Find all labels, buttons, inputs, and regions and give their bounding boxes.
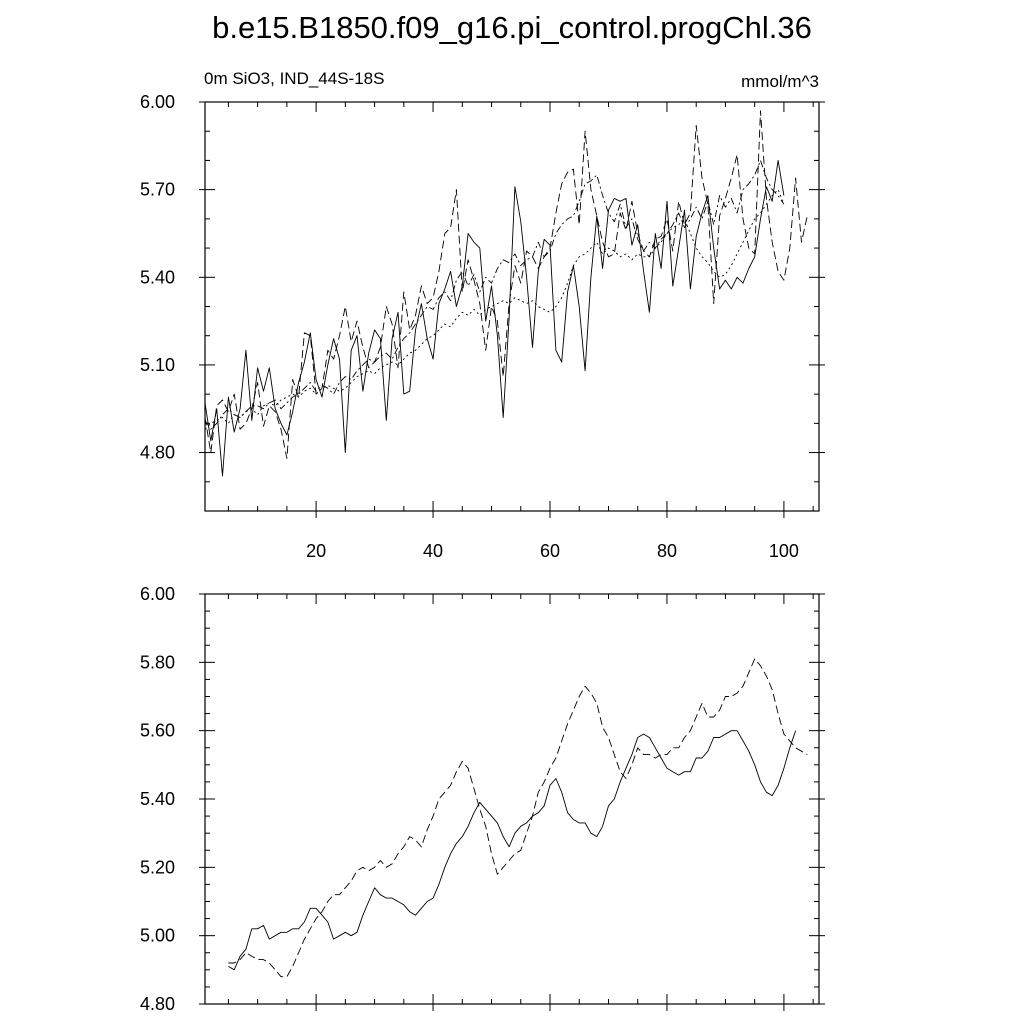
top-panel-right-label: mmol/m^3 <box>741 72 819 91</box>
top-panel-y-tick-label: 5.70 <box>140 180 175 200</box>
top-panel-series-dotted <box>204 189 785 430</box>
top-panel: 0m SiO3, IND_44S-18S mmol/m^3 4.80 5.10 5.… <box>140 69 825 561</box>
top-panel-tick-labels: 4.80 5.10 5.40 5.70 6.00 20 40 60 80 100 <box>140 92 799 561</box>
top-panel-y-tick-label: 6.00 <box>140 92 175 112</box>
top-panel-x-tick-label: 100 <box>769 541 799 561</box>
top-panel-x-tick-label: 20 <box>306 541 326 561</box>
top-panel-x-tick-label: 60 <box>540 541 560 561</box>
bottom-panel-y-tick-label: 5.00 <box>140 926 175 946</box>
top-panel-frame <box>204 101 820 512</box>
bottom-panel-y-tick-label: 4.80 <box>140 994 175 1014</box>
top-panel-lines <box>204 110 808 477</box>
top-panel-y-tick-label: 5.10 <box>140 355 175 375</box>
bottom-panel-y-tick-label: 5.40 <box>140 789 175 809</box>
bottom-panel-y-tick-label: 5.60 <box>140 721 175 741</box>
bottom-panel: 4.80 5.00 5.20 5.40 5.60 5.80 6.00 <box>140 584 825 1014</box>
bottom-panel-y-tick-label: 6.00 <box>140 584 175 604</box>
bottom-panel-series-dashed <box>228 658 808 978</box>
top-panel-series-dashed <box>204 110 808 459</box>
bottom-panel-frame <box>204 593 820 1005</box>
top-panel-y-tick-label: 5.40 <box>140 267 175 287</box>
bottom-panel-series-solid <box>228 730 797 971</box>
top-panel-left-label: 0m SiO3, IND_44S-18S <box>204 69 384 88</box>
bottom-panel-y-tick-label: 5.80 <box>140 652 175 672</box>
bottom-panel-y-tick-label: 5.20 <box>140 857 175 877</box>
top-panel-ticks <box>199 101 825 518</box>
top-panel-series-solid <box>204 159 785 477</box>
bottom-panel-lines <box>228 658 808 978</box>
top-panel-x-tick-label: 80 <box>657 541 677 561</box>
top-panel-x-tick-label: 40 <box>423 541 443 561</box>
bottom-panel-ticks <box>199 593 825 1011</box>
bottom-panel-tick-labels: 4.80 5.00 5.20 5.40 5.60 5.80 6.00 <box>140 584 175 1014</box>
top-panel-y-tick-label: 4.80 <box>140 443 175 463</box>
figure-title: b.e15.B1850.f09_g16.pi_control.progChl.3… <box>212 10 812 45</box>
